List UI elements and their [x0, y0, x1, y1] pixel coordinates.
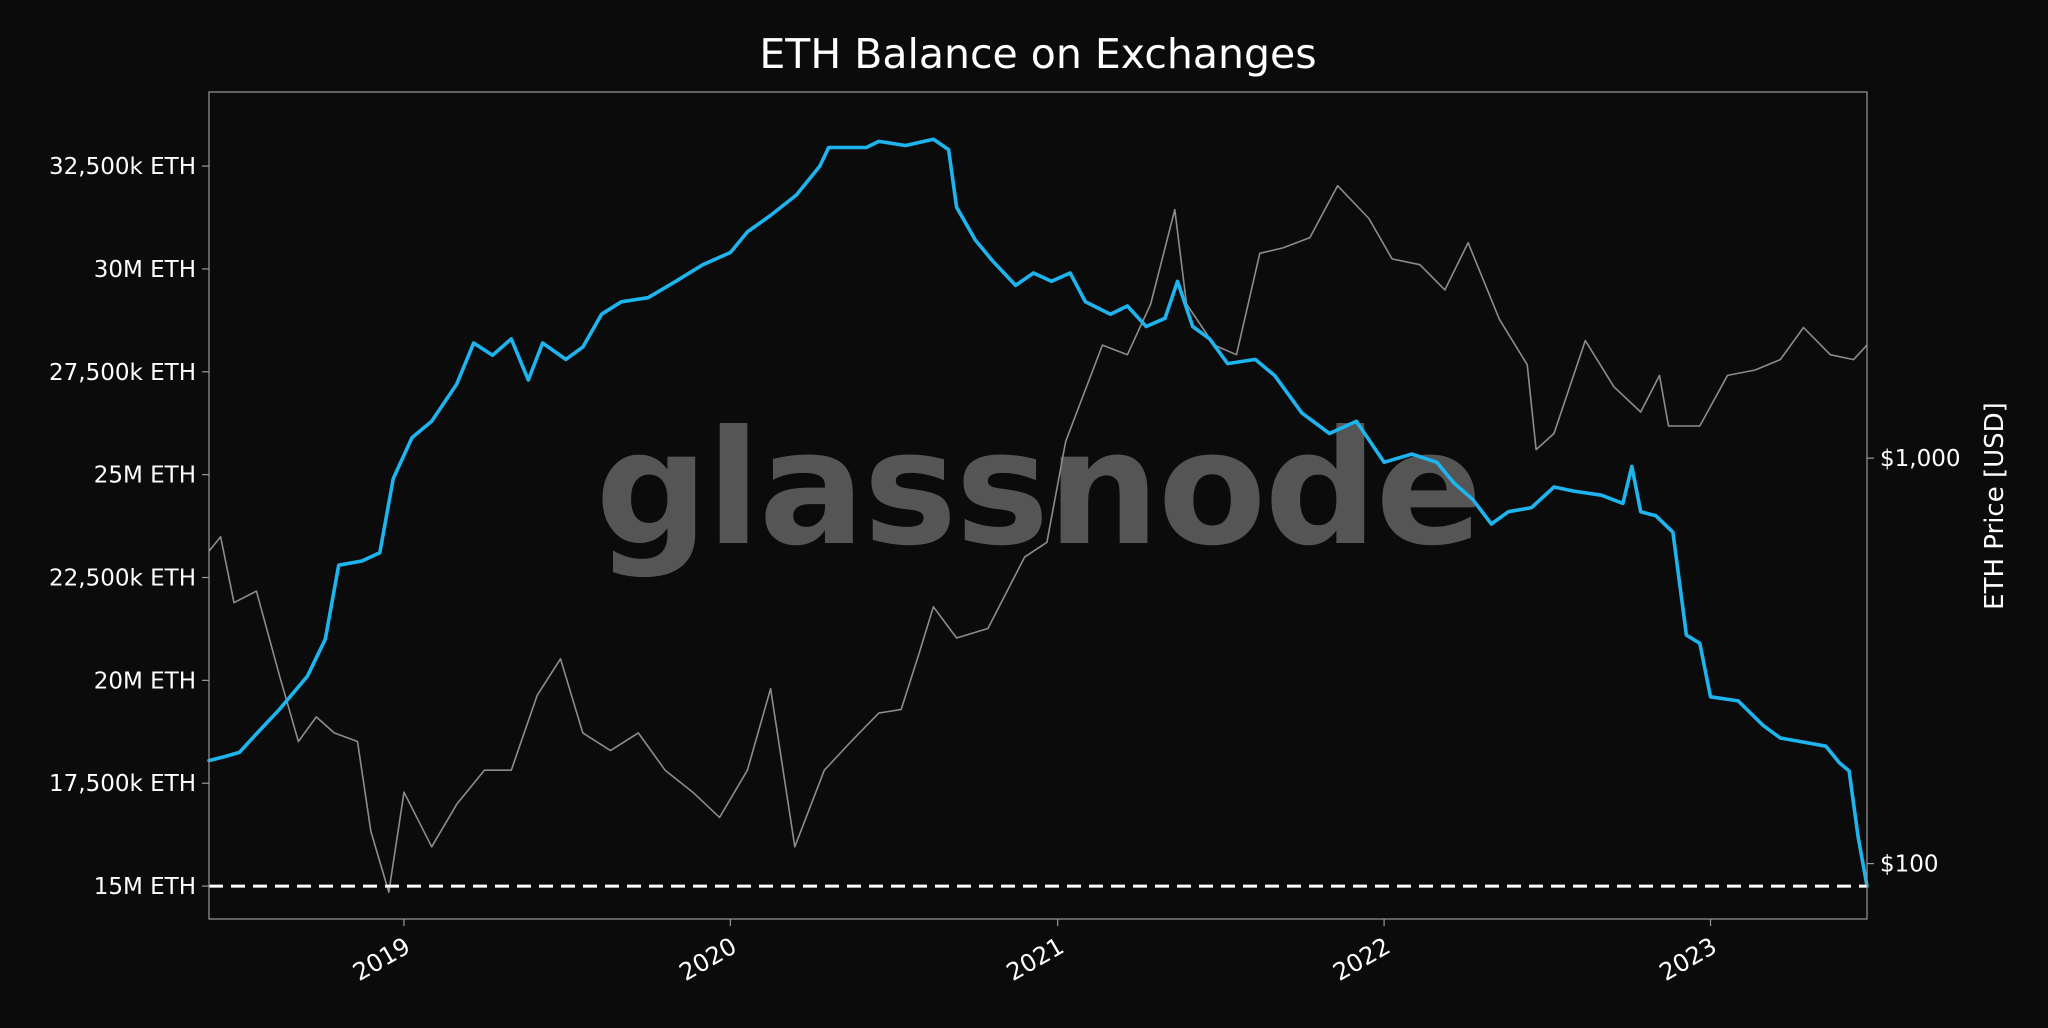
- y-tick-label: 15M ETH: [94, 874, 196, 900]
- series-layer: [207, 137, 1869, 894]
- axis-layer: 15M ETH 17,500k ETH 20M ETH 22,500k ETH 25M …: [49, 154, 1960, 987]
- y2-tick-label: $1,000: [1880, 446, 1960, 472]
- chart-title: ETH Balance on Exchanges: [759, 30, 1316, 78]
- balance-line: [207, 137, 1869, 888]
- watermark: glassnode: [595, 397, 1480, 581]
- y2-tick-label: $100: [1880, 852, 1939, 878]
- plot-frame: [208, 91, 1868, 920]
- y-tick-label: 32,500k ETH: [49, 154, 196, 180]
- y-tick-label: 20M ETH: [94, 668, 196, 694]
- y-tick-label: 30M ETH: [94, 257, 196, 283]
- right-axis-label: ETH Price [USD]: [1980, 402, 2010, 610]
- y-tick-label: 22,500k ETH: [49, 566, 196, 592]
- price-line: [208, 184, 1868, 894]
- y-tick-label: 27,500k ETH: [49, 360, 196, 386]
- y-tick-label: 25M ETH: [94, 463, 196, 489]
- y-tick-label: 17,500k ETH: [49, 771, 196, 797]
